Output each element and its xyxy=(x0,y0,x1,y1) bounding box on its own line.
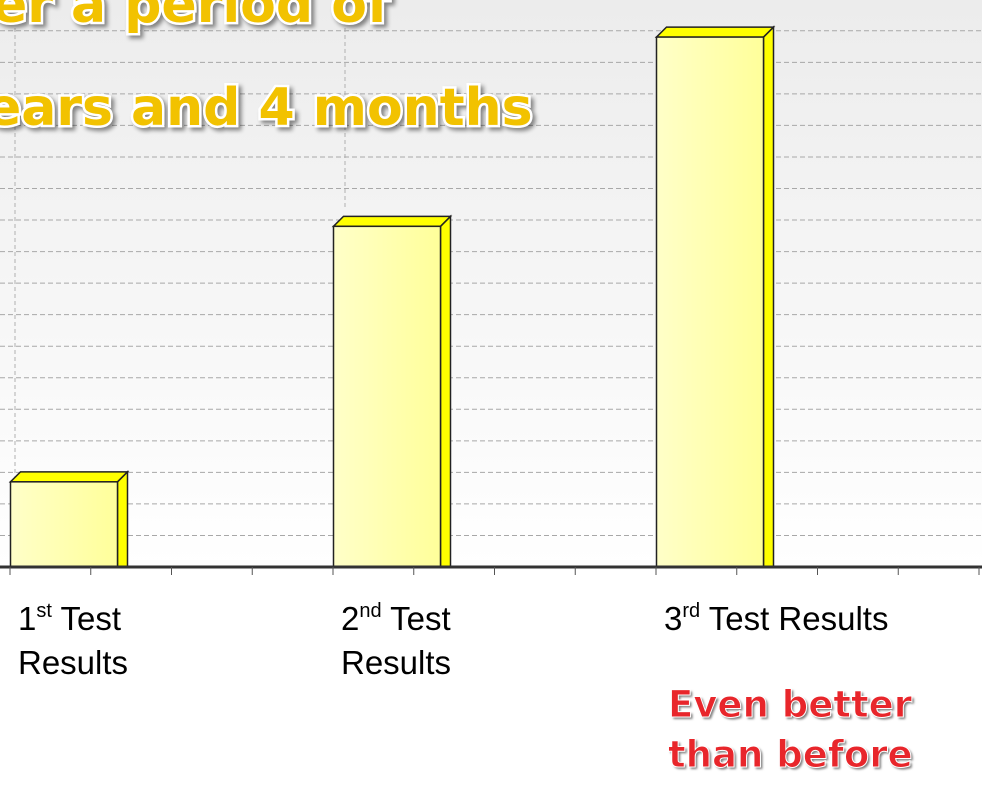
bar-side xyxy=(116,470,129,568)
bar-group xyxy=(331,214,453,568)
bar-top xyxy=(331,215,453,228)
x-tick-label: 2nd Test Results xyxy=(341,600,452,681)
bars xyxy=(8,25,776,568)
title-line: er a period of xyxy=(0,0,391,35)
bar xyxy=(9,481,119,568)
x-tick-label: 3rd Test Results xyxy=(664,600,889,637)
x-tick-label: 1st Test Results xyxy=(18,600,129,681)
bar-side xyxy=(439,214,452,568)
x-ticks xyxy=(9,567,980,575)
bar-top xyxy=(8,471,130,483)
title-line: ears and 4 months xyxy=(0,78,533,138)
bar-group xyxy=(654,25,776,568)
annotation: Even better than before xyxy=(668,683,914,777)
bar xyxy=(332,225,442,568)
bar-group xyxy=(8,470,130,568)
bar-side xyxy=(762,25,775,568)
grid xyxy=(0,30,982,568)
bar-top xyxy=(654,26,776,38)
bar xyxy=(655,36,765,568)
